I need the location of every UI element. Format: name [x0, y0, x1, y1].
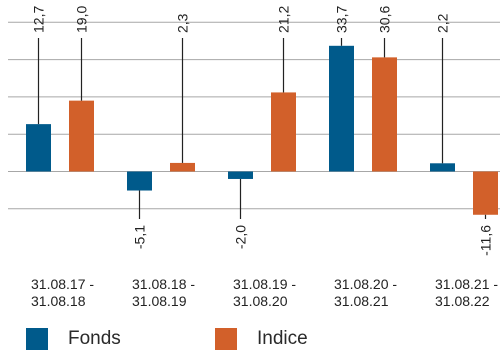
bar-indice — [271, 92, 296, 172]
category-label: 31.08.18 — [31, 293, 86, 309]
bar-indice — [170, 162, 195, 172]
category-label: 31.08.20 — [233, 293, 288, 309]
bar-indice — [372, 57, 397, 172]
bar-fonds — [228, 171, 253, 179]
legend-swatch-fonds — [26, 328, 48, 350]
value-label-indice: 21,2 — [276, 6, 292, 33]
value-label-fonds: -2,0 — [233, 225, 249, 249]
bar-fonds — [430, 163, 455, 172]
category-label: 31.08.20 - — [334, 276, 397, 292]
category-label: 31.08.22 — [435, 293, 490, 309]
value-labels: 12,7 19,0 -5,1 2,3 -2,0 21,2 33,7 30,6 2,2 -11,6 — [31, 6, 494, 256]
category-labels: 31.08.17 -31.08.18 31.08.18 -31.08.19 31.0… — [31, 276, 498, 309]
category-label: 31.08.21 - — [435, 276, 498, 292]
legend-item-fonds: Fonds — [26, 327, 121, 351]
legend-label-indice: Indice — [257, 328, 308, 349]
value-label-fonds: 12,7 — [31, 6, 47, 33]
value-label-indice: 2,3 — [175, 13, 191, 33]
category-label: 31.08.19 — [132, 293, 187, 309]
label-leader-lines — [37, 38, 487, 219]
bar-fonds — [127, 171, 152, 191]
category-label: 31.08.18 - — [132, 276, 195, 292]
bars — [26, 45, 498, 215]
value-label-fonds: 2,2 — [435, 13, 451, 33]
bar-indice — [69, 100, 94, 172]
bar-fonds — [329, 45, 354, 172]
legend-label-fonds: Fonds — [68, 328, 121, 349]
bar-indice — [473, 171, 498, 215]
category-label: 31.08.19 - — [233, 276, 296, 292]
legend-swatch-indice — [215, 328, 237, 350]
value-label-indice: 30,6 — [377, 6, 393, 33]
bar-fonds — [26, 124, 51, 172]
category-label: 31.08.21 — [334, 293, 389, 309]
legend-item-indice: Indice — [215, 327, 308, 351]
value-label-fonds: -5,1 — [132, 225, 148, 249]
category-label: 31.08.17 - — [31, 276, 94, 292]
value-label-indice: 19,0 — [74, 6, 90, 33]
value-label-fonds: 33,7 — [334, 6, 350, 33]
value-label-indice: -11,6 — [478, 225, 494, 256]
